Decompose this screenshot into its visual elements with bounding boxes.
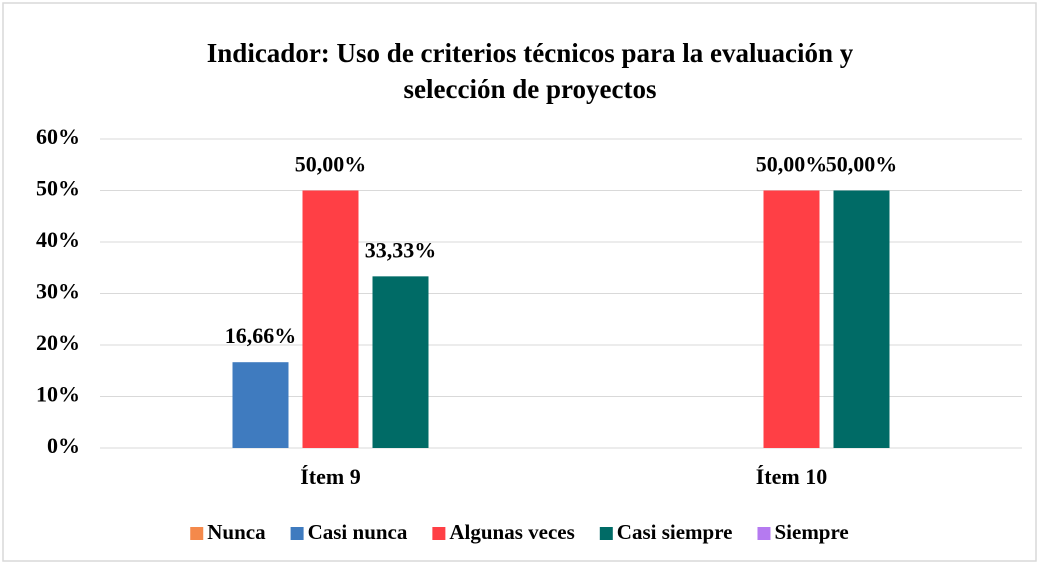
legend-label: Casi nunca <box>308 520 408 544</box>
y-tick-label: 0% <box>47 433 80 458</box>
y-tick-label: 20% <box>36 330 80 355</box>
bar <box>372 276 429 448</box>
y-tick-label: 50% <box>36 176 80 201</box>
x-tick-label: Ítem 10 <box>756 464 827 489</box>
chart-title: selección de proyectos <box>404 74 657 104</box>
y-tick-label: 10% <box>36 382 80 407</box>
bar <box>232 362 289 448</box>
y-tick-label: 30% <box>36 279 80 304</box>
legend-marker <box>290 527 304 540</box>
legend-marker <box>432 527 446 540</box>
legend-marker <box>599 527 613 540</box>
legend-label: Siempre <box>774 520 848 544</box>
legend-label: Algunas veces <box>449 520 574 544</box>
bar <box>833 190 890 448</box>
data-label: 16,66% <box>225 323 297 348</box>
y-tick-label: 40% <box>36 227 80 252</box>
y-tick-label: 60% <box>36 124 80 149</box>
data-label: 50,00% <box>295 152 367 177</box>
legend-marker <box>190 527 204 540</box>
legend-label: Nunca <box>207 520 266 544</box>
data-label: 50,00% <box>756 152 828 177</box>
legend-marker <box>757 527 771 540</box>
legend-label: Casi siempre <box>617 520 733 544</box>
bar <box>763 190 820 448</box>
chart-title: Indicador: Uso de criterios técnicos par… <box>207 38 854 68</box>
bar <box>302 190 359 448</box>
x-tick-label: Ítem 9 <box>300 464 360 489</box>
data-label: 33,33% <box>365 237 437 262</box>
data-label: 50,00% <box>826 152 898 177</box>
